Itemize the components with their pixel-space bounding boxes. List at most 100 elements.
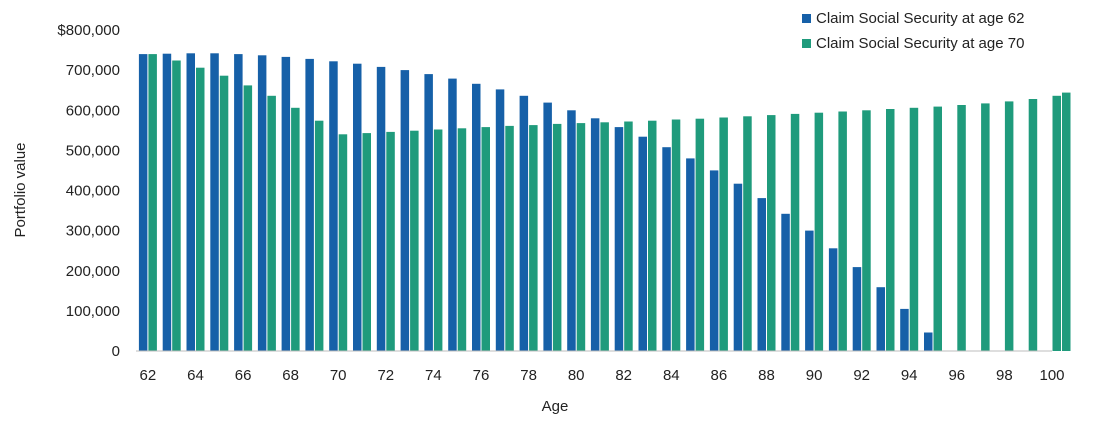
bar-series-2-age-74	[433, 129, 443, 351]
bar-series-2-age-62	[148, 54, 157, 351]
bar-series-2-age-78	[529, 125, 538, 351]
bar-series-2-age-99	[1028, 99, 1038, 351]
bar-series-2-age-67	[267, 95, 276, 351]
bar-series-1-age-69	[305, 58, 314, 352]
y-tick-label: 100,000	[66, 303, 120, 320]
x-tick-label: 64	[187, 367, 204, 384]
x-tick-label: 100	[1039, 367, 1064, 384]
bar-series-1-age-87	[733, 183, 743, 351]
y-tick-label: 700,000	[66, 62, 120, 79]
bar-series-1-age-72	[376, 66, 386, 352]
bar-series-1-age-73	[400, 70, 410, 351]
bar-series-2-age-79	[552, 123, 562, 352]
bar-series-2-age-73	[410, 130, 419, 351]
x-tick-label: 86	[711, 367, 728, 384]
x-tick-label: 84	[663, 367, 680, 384]
x-tick-label: 72	[377, 367, 394, 384]
bar-series-1-age-95	[924, 332, 933, 351]
bar-series-2-age-83	[648, 120, 657, 351]
bar-series-1-age-78	[519, 95, 529, 351]
x-tick-label: 92	[853, 367, 870, 384]
bar-series-2-age-72	[386, 131, 395, 351]
bar-series-2-age-94	[909, 107, 919, 351]
x-tick-label: 82	[615, 367, 632, 384]
legend-swatch-2	[802, 39, 811, 48]
bar-series-1-age-86	[709, 170, 719, 351]
bar-series-2-age-98	[1004, 101, 1014, 352]
x-tick-label: 68	[282, 367, 299, 384]
y-tick-label: 300,000	[66, 223, 120, 240]
bar-series-2-age-77	[505, 125, 514, 352]
bar-series-2-age-76	[481, 127, 490, 351]
legend-label-1: Claim Social Security at age 62	[816, 10, 1024, 27]
bar-series-1-age-94	[900, 308, 909, 351]
bar-series-2-age-81	[600, 122, 609, 351]
bar-series-1-age-63	[162, 53, 172, 351]
x-tick-label: 62	[140, 367, 157, 384]
bar-series-1-age-62	[138, 54, 148, 351]
bar-series-1-age-83	[638, 136, 647, 351]
bar-series-1-age-90	[805, 230, 814, 351]
bar-series-2-age-68	[291, 107, 300, 351]
bar-series-2-age-84	[671, 119, 681, 351]
bar-series-1-age-81	[590, 118, 600, 351]
bar-series-1-age-91	[828, 248, 838, 351]
bar-series-2-age-71	[362, 133, 371, 351]
bar-series-1-age-80	[567, 110, 576, 352]
y-axis-title: Portfolio value	[12, 142, 29, 237]
bar-series-1-age-75	[448, 78, 457, 351]
x-tick-label: 94	[901, 367, 918, 384]
bar-series-2-age-65	[219, 75, 229, 351]
bars-group	[138, 53, 1071, 352]
x-tick-label: 78	[520, 367, 537, 384]
bar-series-2-age-64	[196, 67, 205, 351]
bar-series-2-age-88	[767, 115, 776, 351]
bar-series-1-age-68	[281, 56, 291, 352]
bar-series-2-age-95	[933, 106, 942, 351]
bar-series-1-age-92	[852, 267, 862, 351]
legend-swatch-1	[802, 14, 811, 23]
bar-series-2-age-96	[957, 105, 966, 351]
bar-series-2-age-75	[457, 128, 467, 351]
bar-series-2-age-85	[695, 118, 705, 351]
bar-series-1-age-82	[614, 127, 624, 351]
bar-series-1-age-65	[210, 53, 219, 352]
bar-series-1-age-79	[543, 102, 552, 351]
bar-series-1-age-77	[495, 89, 505, 352]
x-tick-label: 98	[996, 367, 1013, 384]
legend-label-2: Claim Social Security at age 70	[816, 35, 1024, 52]
bar-series-1-age-74	[424, 74, 433, 351]
x-tick-label: 74	[425, 367, 442, 384]
bar-series-1-age-66	[234, 54, 243, 351]
bar-series-2-age-91	[838, 111, 847, 351]
y-tick-label: $800,000	[57, 22, 120, 39]
x-tick-label: 66	[235, 367, 252, 384]
bar-series-2-age-89	[790, 113, 800, 352]
bar-series-1-age-67	[257, 55, 267, 352]
bar-series-2-age-97	[981, 103, 990, 352]
bar-series-1-age-71	[353, 63, 362, 351]
x-tick-label: 76	[473, 367, 490, 384]
bar-series-1-age-76	[472, 83, 481, 352]
x-tick-label: 88	[758, 367, 775, 384]
x-tick-label: 70	[330, 367, 347, 384]
bar-series-2-age-82	[624, 121, 633, 351]
bar-series-2-age-70	[338, 134, 348, 351]
bar-series-2-age-86	[719, 117, 728, 351]
x-tick-label: 80	[568, 367, 585, 384]
y-tick-label: 500,000	[66, 142, 120, 159]
bar-series-1-age-64	[186, 53, 195, 352]
y-tick-label: 400,000	[66, 183, 120, 200]
bar-series-1-age-84	[662, 147, 671, 351]
bar-series-1-age-85	[686, 158, 695, 351]
y-tick-label: 0	[112, 343, 120, 360]
bar-series-2-age-63	[172, 60, 181, 351]
bar-series-1-age-93	[876, 287, 885, 351]
bar-series-2-age-66	[243, 85, 253, 352]
bar-series-2-age-90	[814, 112, 824, 351]
bar-series-1-age-88	[757, 198, 766, 351]
bar-series-2-age-100	[1052, 95, 1061, 351]
legend: Claim Social Security at age 62 Claim Soc…	[802, 10, 1024, 52]
